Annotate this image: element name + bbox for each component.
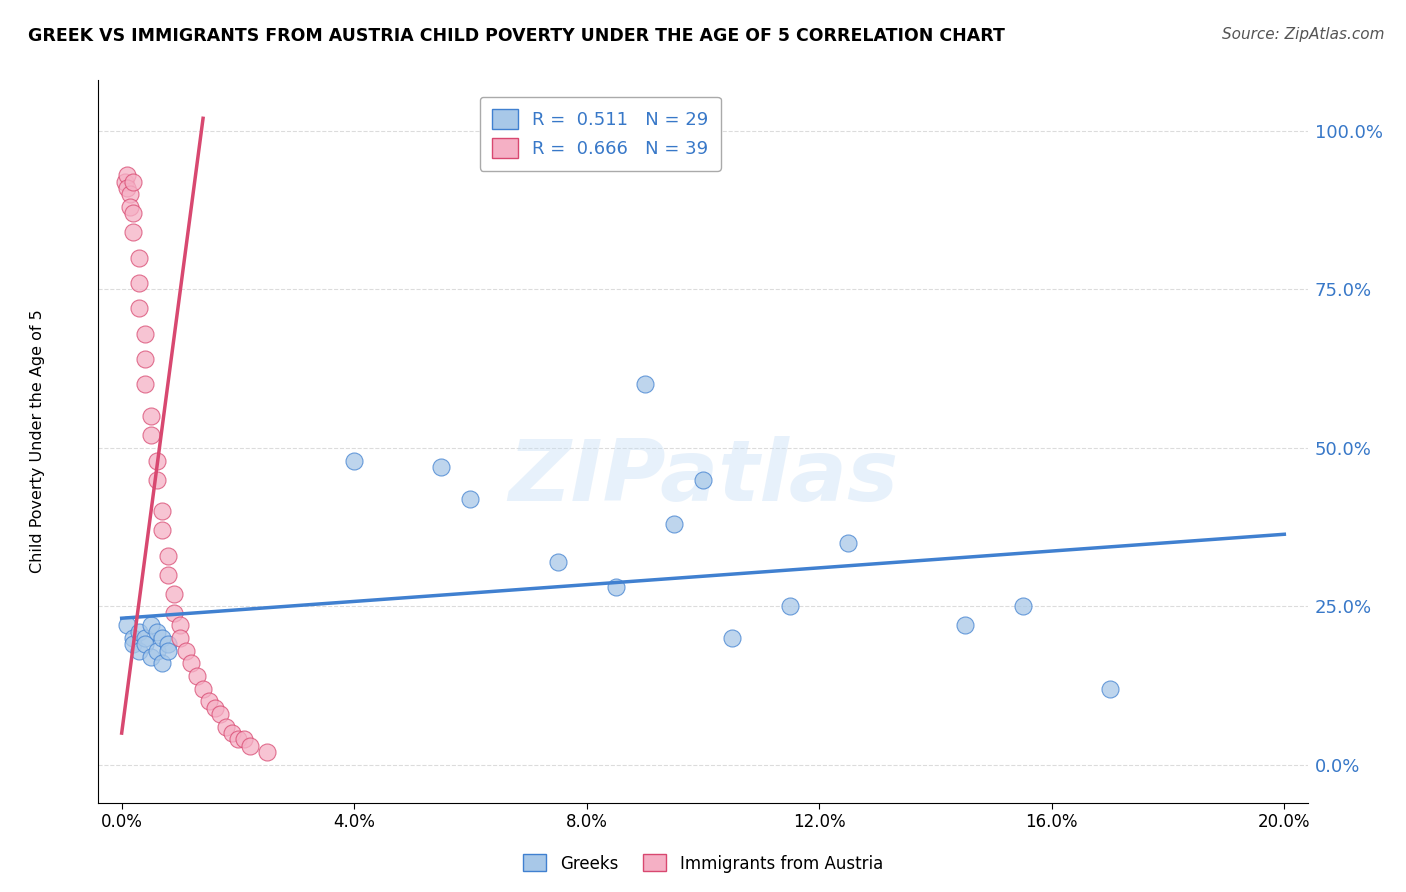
Text: Source: ZipAtlas.com: Source: ZipAtlas.com: [1222, 27, 1385, 42]
Point: [139, 428, 162, 442]
Text: Child Poverty Under the Age of 5: Child Poverty Under the Age of 5: [31, 310, 45, 574]
Point: [122, 175, 145, 189]
Point: [226, 732, 249, 747]
Point: [134, 377, 156, 392]
Point: [157, 567, 180, 582]
Point: [180, 657, 202, 671]
Point: [343, 453, 366, 467]
Legend: Greeks, Immigrants from Austria: Greeks, Immigrants from Austria: [516, 847, 890, 880]
Point: [139, 409, 162, 424]
Point: [134, 352, 156, 367]
Point: [134, 637, 156, 651]
Point: [157, 549, 180, 563]
Point: [239, 739, 262, 753]
Point: [605, 580, 627, 594]
Point: [215, 720, 238, 734]
Point: [157, 637, 180, 651]
Point: [1098, 681, 1121, 696]
Legend: R =  0.511   N = 29, R =  0.666   N = 39: R = 0.511 N = 29, R = 0.666 N = 39: [479, 96, 721, 170]
Point: [163, 587, 186, 601]
Point: [232, 732, 254, 747]
Point: [120, 200, 142, 214]
Point: [134, 631, 156, 645]
Point: [150, 657, 173, 671]
Point: [191, 681, 214, 696]
Point: [430, 459, 453, 474]
Point: [145, 453, 167, 467]
Point: [150, 523, 173, 537]
Point: [163, 606, 186, 620]
Point: [547, 555, 569, 569]
Point: [256, 745, 278, 759]
Point: [145, 473, 167, 487]
Point: [122, 226, 145, 240]
Point: [460, 491, 482, 506]
Point: [150, 631, 173, 645]
Point: [117, 618, 139, 632]
Point: [221, 726, 243, 740]
Point: [186, 669, 208, 683]
Text: ZIPatlas: ZIPatlas: [508, 436, 898, 519]
Point: [128, 251, 150, 265]
Point: [145, 624, 167, 639]
Point: [128, 624, 150, 639]
Point: [721, 631, 744, 645]
Point: [128, 301, 150, 316]
Point: [122, 631, 145, 645]
Point: [128, 276, 150, 290]
Point: [174, 643, 197, 657]
Point: [145, 643, 167, 657]
Point: [139, 618, 162, 632]
Point: [634, 377, 657, 392]
Point: [120, 187, 142, 202]
Point: [157, 643, 180, 657]
Point: [779, 599, 801, 614]
Point: [953, 618, 976, 632]
Point: [662, 516, 685, 531]
Point: [117, 181, 139, 195]
Point: [169, 618, 191, 632]
Point: [122, 206, 145, 220]
Point: [150, 504, 173, 518]
Point: [692, 473, 714, 487]
Point: [204, 700, 226, 714]
Point: [1011, 599, 1033, 614]
Point: [117, 169, 139, 183]
Point: [209, 707, 232, 722]
Point: [114, 175, 136, 189]
Point: [122, 637, 145, 651]
Point: [128, 643, 150, 657]
Point: [134, 326, 156, 341]
Point: [169, 631, 191, 645]
Text: GREEK VS IMMIGRANTS FROM AUSTRIA CHILD POVERTY UNDER THE AGE OF 5 CORRELATION CH: GREEK VS IMMIGRANTS FROM AUSTRIA CHILD P…: [28, 27, 1005, 45]
Point: [198, 694, 221, 708]
Point: [139, 650, 162, 665]
Point: [837, 536, 859, 550]
